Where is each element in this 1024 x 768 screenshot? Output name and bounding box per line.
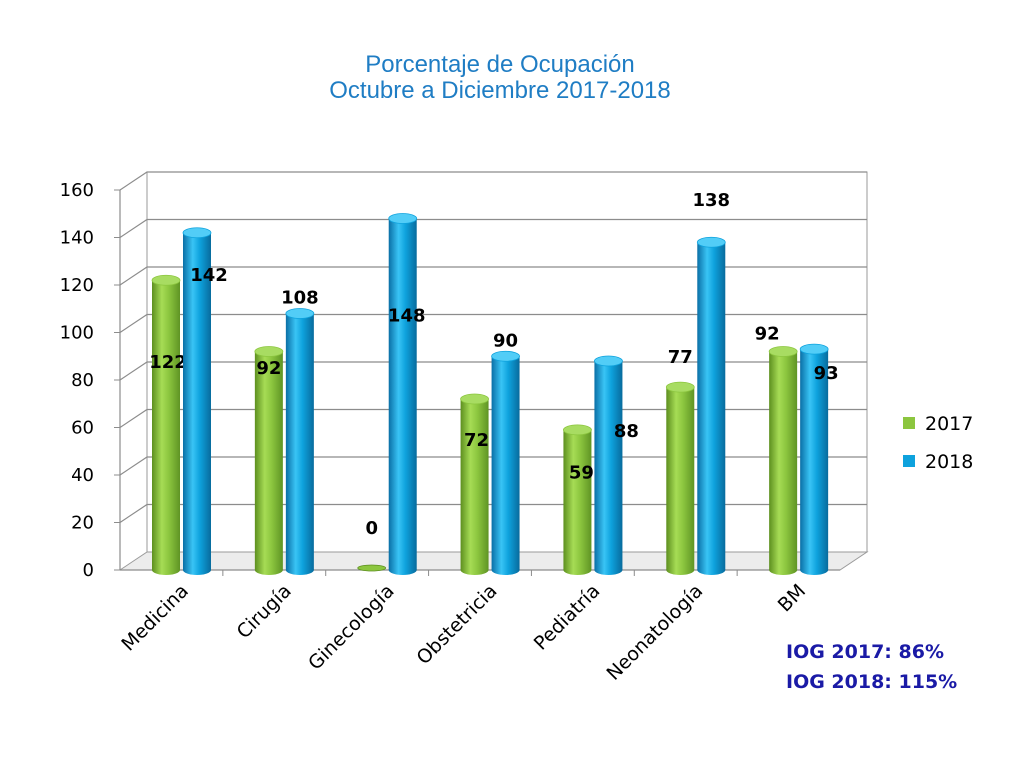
bar-2017-Obstetricia [460, 399, 489, 570]
chart-title-line2: Octubre a Diciembre 2017-2018 [329, 77, 671, 104]
bar-2018-Ginecología [388, 218, 417, 570]
gridline [119, 171, 867, 191]
legend-label-2018: 2018 [925, 451, 973, 473]
data-label: 88 [614, 421, 639, 442]
bar-base [254, 565, 283, 575]
bar-cap [563, 424, 592, 436]
iog-2018-note: IOG 2018: 115% [786, 671, 958, 693]
data-label: 142 [190, 265, 228, 286]
bar-cap [460, 393, 489, 405]
bar-cap [799, 343, 829, 355]
gridline [119, 503, 867, 523]
bar-base [563, 565, 592, 575]
bar-base [388, 565, 417, 575]
bar-2017-Neonatología [666, 387, 695, 570]
x-tick-label: Obstetricia [412, 580, 501, 669]
data-label: 138 [692, 190, 730, 211]
legend-swatch-2018 [903, 455, 915, 467]
legend-label-2017: 2017 [925, 413, 973, 435]
data-label: 122 [149, 352, 187, 373]
data-label: 92 [256, 358, 281, 379]
bar-base [769, 565, 798, 575]
y-tick-label: 80 [71, 370, 94, 391]
bar-base [285, 565, 314, 575]
bar-2018-BM [800, 349, 829, 570]
bar-cap [768, 346, 798, 357]
gridline [119, 361, 867, 381]
bar-base [152, 565, 180, 575]
bar-cap [665, 381, 695, 393]
bar-cap [696, 236, 726, 248]
bar-cap [491, 350, 520, 362]
gridline [119, 408, 867, 428]
y-tick-label: 0 [83, 560, 94, 581]
gridline [119, 313, 867, 333]
iog-2017-note: IOG 2017: 86% [786, 641, 945, 663]
data-label: 59 [569, 463, 594, 484]
bar-2017-Pediatría [563, 429, 592, 570]
data-label: 108 [281, 288, 319, 309]
data-label: 90 [493, 330, 518, 351]
bar-cap [254, 346, 284, 357]
y-tick-label: 60 [71, 418, 94, 439]
y-tick-label: 120 [60, 275, 94, 296]
bar-cap [594, 355, 623, 367]
bar-2018-Neonatología [697, 242, 726, 570]
data-label: 148 [388, 306, 426, 327]
gridline [119, 218, 867, 238]
x-tick-label: BM [774, 580, 810, 616]
bar-base [800, 565, 829, 575]
x-tick-label: Medicina [117, 580, 193, 656]
bar-2017-Cirugía [254, 351, 283, 570]
bar-cap [182, 227, 212, 239]
y-tick-label: 140 [60, 228, 94, 249]
data-label: 77 [668, 347, 693, 368]
bar-cap [388, 213, 418, 224]
y-tick-label: 40 [71, 465, 94, 486]
chart-title-line1: Porcentaje de Ocupación [365, 51, 635, 78]
bar-2017-Medicina [152, 280, 180, 570]
data-label: 92 [755, 324, 780, 345]
bar-2017-Ginecología [357, 564, 387, 572]
bar-base [491, 565, 520, 575]
y-tick-label: 20 [71, 513, 94, 534]
x-tick-label: Neonatología [602, 580, 707, 685]
bar-2018-Pediatría [594, 361, 623, 570]
data-label: 72 [464, 430, 489, 451]
x-tick-label: Ginecología [304, 580, 399, 675]
x-tick-label: Pediatría [530, 580, 605, 655]
bar-2018-Obstetricia [491, 356, 520, 570]
y-tick-label: 160 [60, 180, 94, 201]
y-tick-label: 100 [60, 323, 94, 344]
bar-cap [285, 308, 315, 319]
x-tick-label: Cirugía [233, 580, 296, 643]
bar-base [666, 565, 695, 575]
legend-swatch-2017 [903, 417, 915, 429]
bar-2018-Cirugía [285, 313, 314, 570]
bar-2018-Medicina [183, 232, 211, 570]
bar-base [183, 565, 211, 575]
bar-base [697, 565, 726, 575]
bar-base [594, 565, 623, 575]
data-label: 0 [365, 518, 378, 539]
bar-cap [151, 274, 181, 286]
bar-base [460, 565, 489, 575]
data-label: 93 [814, 363, 839, 384]
bar-2017-BM [769, 351, 798, 570]
gridline [119, 266, 867, 286]
gridline [119, 456, 867, 476]
